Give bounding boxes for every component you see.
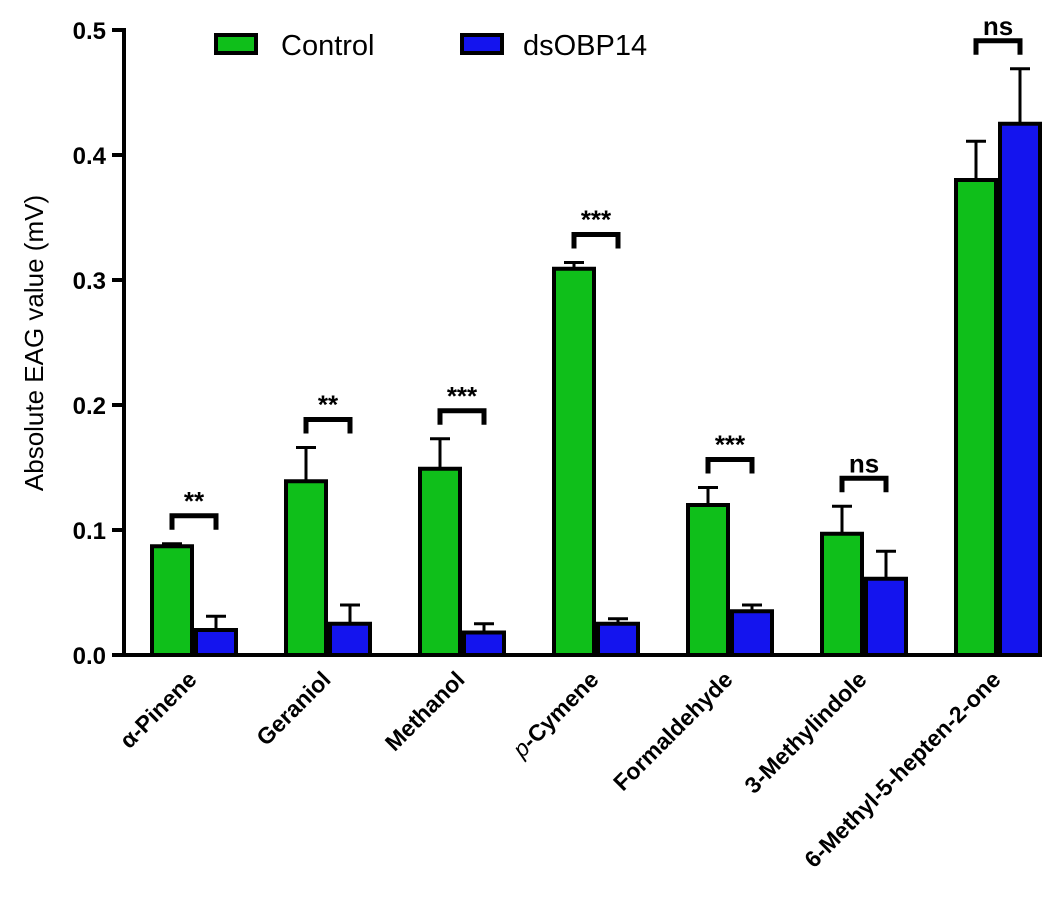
category-label-name: Geraniol — [251, 666, 335, 750]
bar-dsobp14-0 — [194, 628, 238, 657]
category-label: Methanol — [380, 666, 470, 756]
y-axis: 0.0 0.1 0.2 0.3 0.4 0.5 — [73, 18, 1038, 670]
y-tick-label: 0.5 — [73, 18, 106, 45]
bar-control-1 — [284, 479, 328, 657]
bar-dsobp14-4 — [730, 609, 774, 657]
category-label: 3-Methylindole — [739, 666, 871, 798]
legend-swatch-control — [214, 33, 258, 55]
bar-control-0 — [150, 544, 194, 657]
bar-control-3 — [552, 266, 596, 657]
bar-dsobp14-6 — [998, 121, 1042, 657]
significance-label: *** — [447, 381, 478, 411]
y-tick-label: 0.1 — [73, 518, 106, 545]
y-tick-label: 0.3 — [73, 268, 106, 295]
significance-bracket — [169, 513, 219, 530]
legend-label-control: Control — [281, 30, 375, 62]
bar-control-5 — [820, 531, 864, 657]
bar-dsobp14-5 — [864, 576, 908, 657]
significance-label: ns — [849, 448, 879, 478]
bar-dsobp14-1 — [328, 621, 372, 657]
significance-label: *** — [581, 205, 612, 235]
category-label-name: α-Pinene — [114, 666, 201, 753]
bar-control-4 — [686, 503, 730, 657]
category-label-name: Methanol — [380, 666, 470, 756]
significance-bracket — [839, 475, 889, 493]
y-tick-label: 0.0 — [73, 643, 106, 670]
significance-label: ** — [318, 390, 339, 420]
bar-control-2 — [418, 466, 462, 657]
category-label: p-Cymene — [507, 666, 604, 763]
y-tick-label: 0.2 — [73, 393, 106, 420]
category-labels: α-Pinene Geraniol Methanol p-Cymene Formalde… — [114, 666, 1005, 872]
y-tick-label: 0.4 — [73, 143, 107, 170]
significance-bracket — [571, 232, 621, 249]
bar-control-6 — [954, 178, 998, 657]
significance-bracket — [437, 408, 487, 425]
significance-bracket — [705, 457, 755, 474]
category-label-name: 3-Methylindole — [739, 666, 871, 798]
legend-label-dsobp14: dsOBP14 — [523, 30, 647, 62]
legend: Control dsOBP14 — [214, 30, 647, 62]
significance-label: ns — [983, 11, 1013, 41]
significance-bracket — [973, 38, 1023, 55]
category-label: Geraniol — [251, 666, 335, 750]
category-label: α-Pinene — [114, 666, 201, 753]
legend-swatch-dsobp14 — [460, 33, 504, 55]
significance-label: ** — [184, 486, 205, 516]
significance-label: *** — [715, 430, 746, 460]
category-label-name: -Cymene — [516, 666, 603, 753]
bar-dsobp14-2 — [462, 630, 506, 657]
category-label-name: Formaldehyde — [608, 666, 738, 796]
category-label: Formaldehyde — [608, 666, 738, 796]
y-axis-title: Absolute EAG value (mV) — [19, 195, 49, 491]
bar-dsobp14-3 — [596, 621, 640, 657]
significance-bracket — [303, 417, 353, 434]
